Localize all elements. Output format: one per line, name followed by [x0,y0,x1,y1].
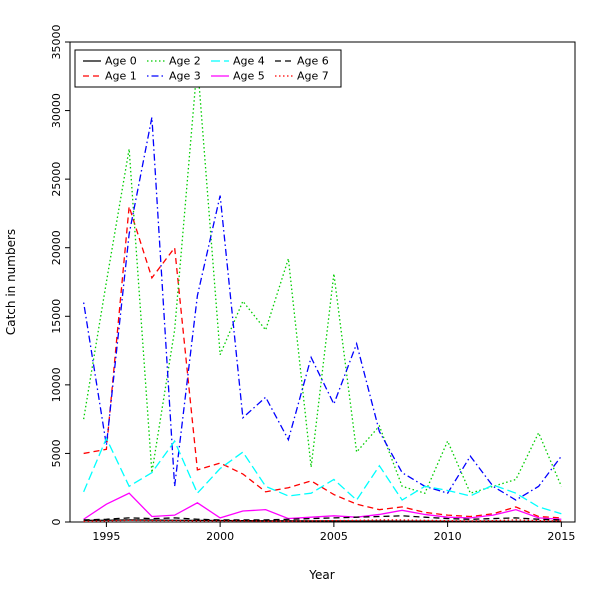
x-tick-label: 1995 [92,530,120,543]
y-tick-label: 25000 [50,162,63,197]
plot-frame [69,41,576,523]
y-tick-label: 5000 [50,439,63,467]
y-tick-label: 10000 [50,367,63,402]
series-line-age-5 [83,492,562,520]
y-tick-label: 20000 [50,230,63,265]
x-tick-label: 2005 [320,530,348,543]
y-tick-label: 0 [50,519,63,526]
legend-item-label: Age 4 [233,55,265,68]
series-line-age-2 [83,62,562,494]
legend-item-label: Age 6 [297,55,329,68]
plot-area: 1995 2000 2005 2010 2015 0 5000 10000 15000 20000… [50,25,576,543]
legend-item-label: Age 5 [233,70,265,83]
legend-item-label: Age 7 [297,70,329,83]
x-tick-label: 2015 [547,530,575,543]
legend-item-label: Age 2 [169,55,201,68]
series-line-age-4 [83,436,562,515]
y-tick-label: 35000 [50,25,63,60]
legend-item-label: Age 0 [105,55,137,68]
legend-box [74,49,342,88]
series-line-age-1 [83,206,562,519]
legend-item-label: Age 1 [105,70,137,83]
y-tick-label: 30000 [50,93,63,128]
x-tick-label: 2010 [434,530,462,543]
x-axis-title: Year [308,568,334,582]
series-line-age-3 [83,117,562,501]
x-tick-label: 2000 [206,530,234,543]
y-tick-label: 15000 [50,299,63,334]
legend-item-label: Age 3 [169,70,201,83]
y-axis-title: Catch in numbers [4,229,18,335]
series-line-age-0 [83,519,562,523]
